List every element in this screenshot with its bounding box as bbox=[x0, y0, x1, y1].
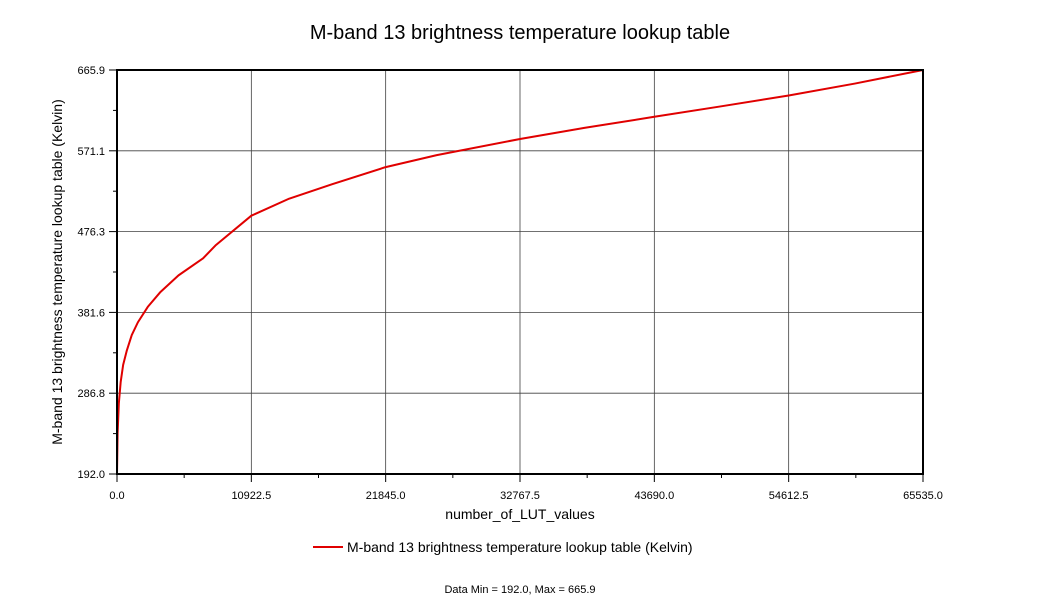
data-range-footer: Data Min = 192.0, Max = 665.9 bbox=[444, 584, 595, 596]
x-tick-label: 32767.5 bbox=[500, 490, 540, 502]
series-line bbox=[116, 69, 924, 475]
x-tick-label: 10922.5 bbox=[231, 490, 271, 502]
x-tick-label: 43690.0 bbox=[634, 490, 674, 502]
gridlines bbox=[117, 70, 923, 474]
y-tick-label: 476.3 bbox=[77, 227, 105, 239]
y-tick-label: 571.1 bbox=[77, 146, 105, 158]
x-axis: 0.0 10922.5 21845.0 32767.5 43690.0 54612.5 65… bbox=[109, 474, 943, 502]
y-tick-label: 286.8 bbox=[77, 388, 105, 400]
y-axis-label: M-band 13 brightness temperature lookup … bbox=[49, 99, 65, 445]
x-tick-label: 21845.0 bbox=[366, 490, 406, 502]
y-tick-label: 192.0 bbox=[77, 469, 105, 481]
series-layer bbox=[116, 69, 924, 475]
chart-title: M-band 13 brightness temperature lookup … bbox=[310, 22, 730, 44]
x-tick-label: 65535.0 bbox=[903, 490, 943, 502]
x-tick-label: 54612.5 bbox=[769, 490, 809, 502]
y-axis: 192.0 286.8 381.6 476.3 571.1 665.9 bbox=[77, 65, 117, 481]
x-tick-label: 0.0 bbox=[109, 490, 124, 502]
legend-label: M-band 13 brightness temperature lookup … bbox=[347, 539, 693, 555]
legend: M-band 13 brightness temperature lookup … bbox=[313, 539, 693, 555]
x-axis-label: number_of_LUT_values bbox=[445, 506, 594, 522]
y-tick-label: 665.9 bbox=[77, 65, 105, 77]
y-tick-label: 381.6 bbox=[77, 307, 105, 319]
